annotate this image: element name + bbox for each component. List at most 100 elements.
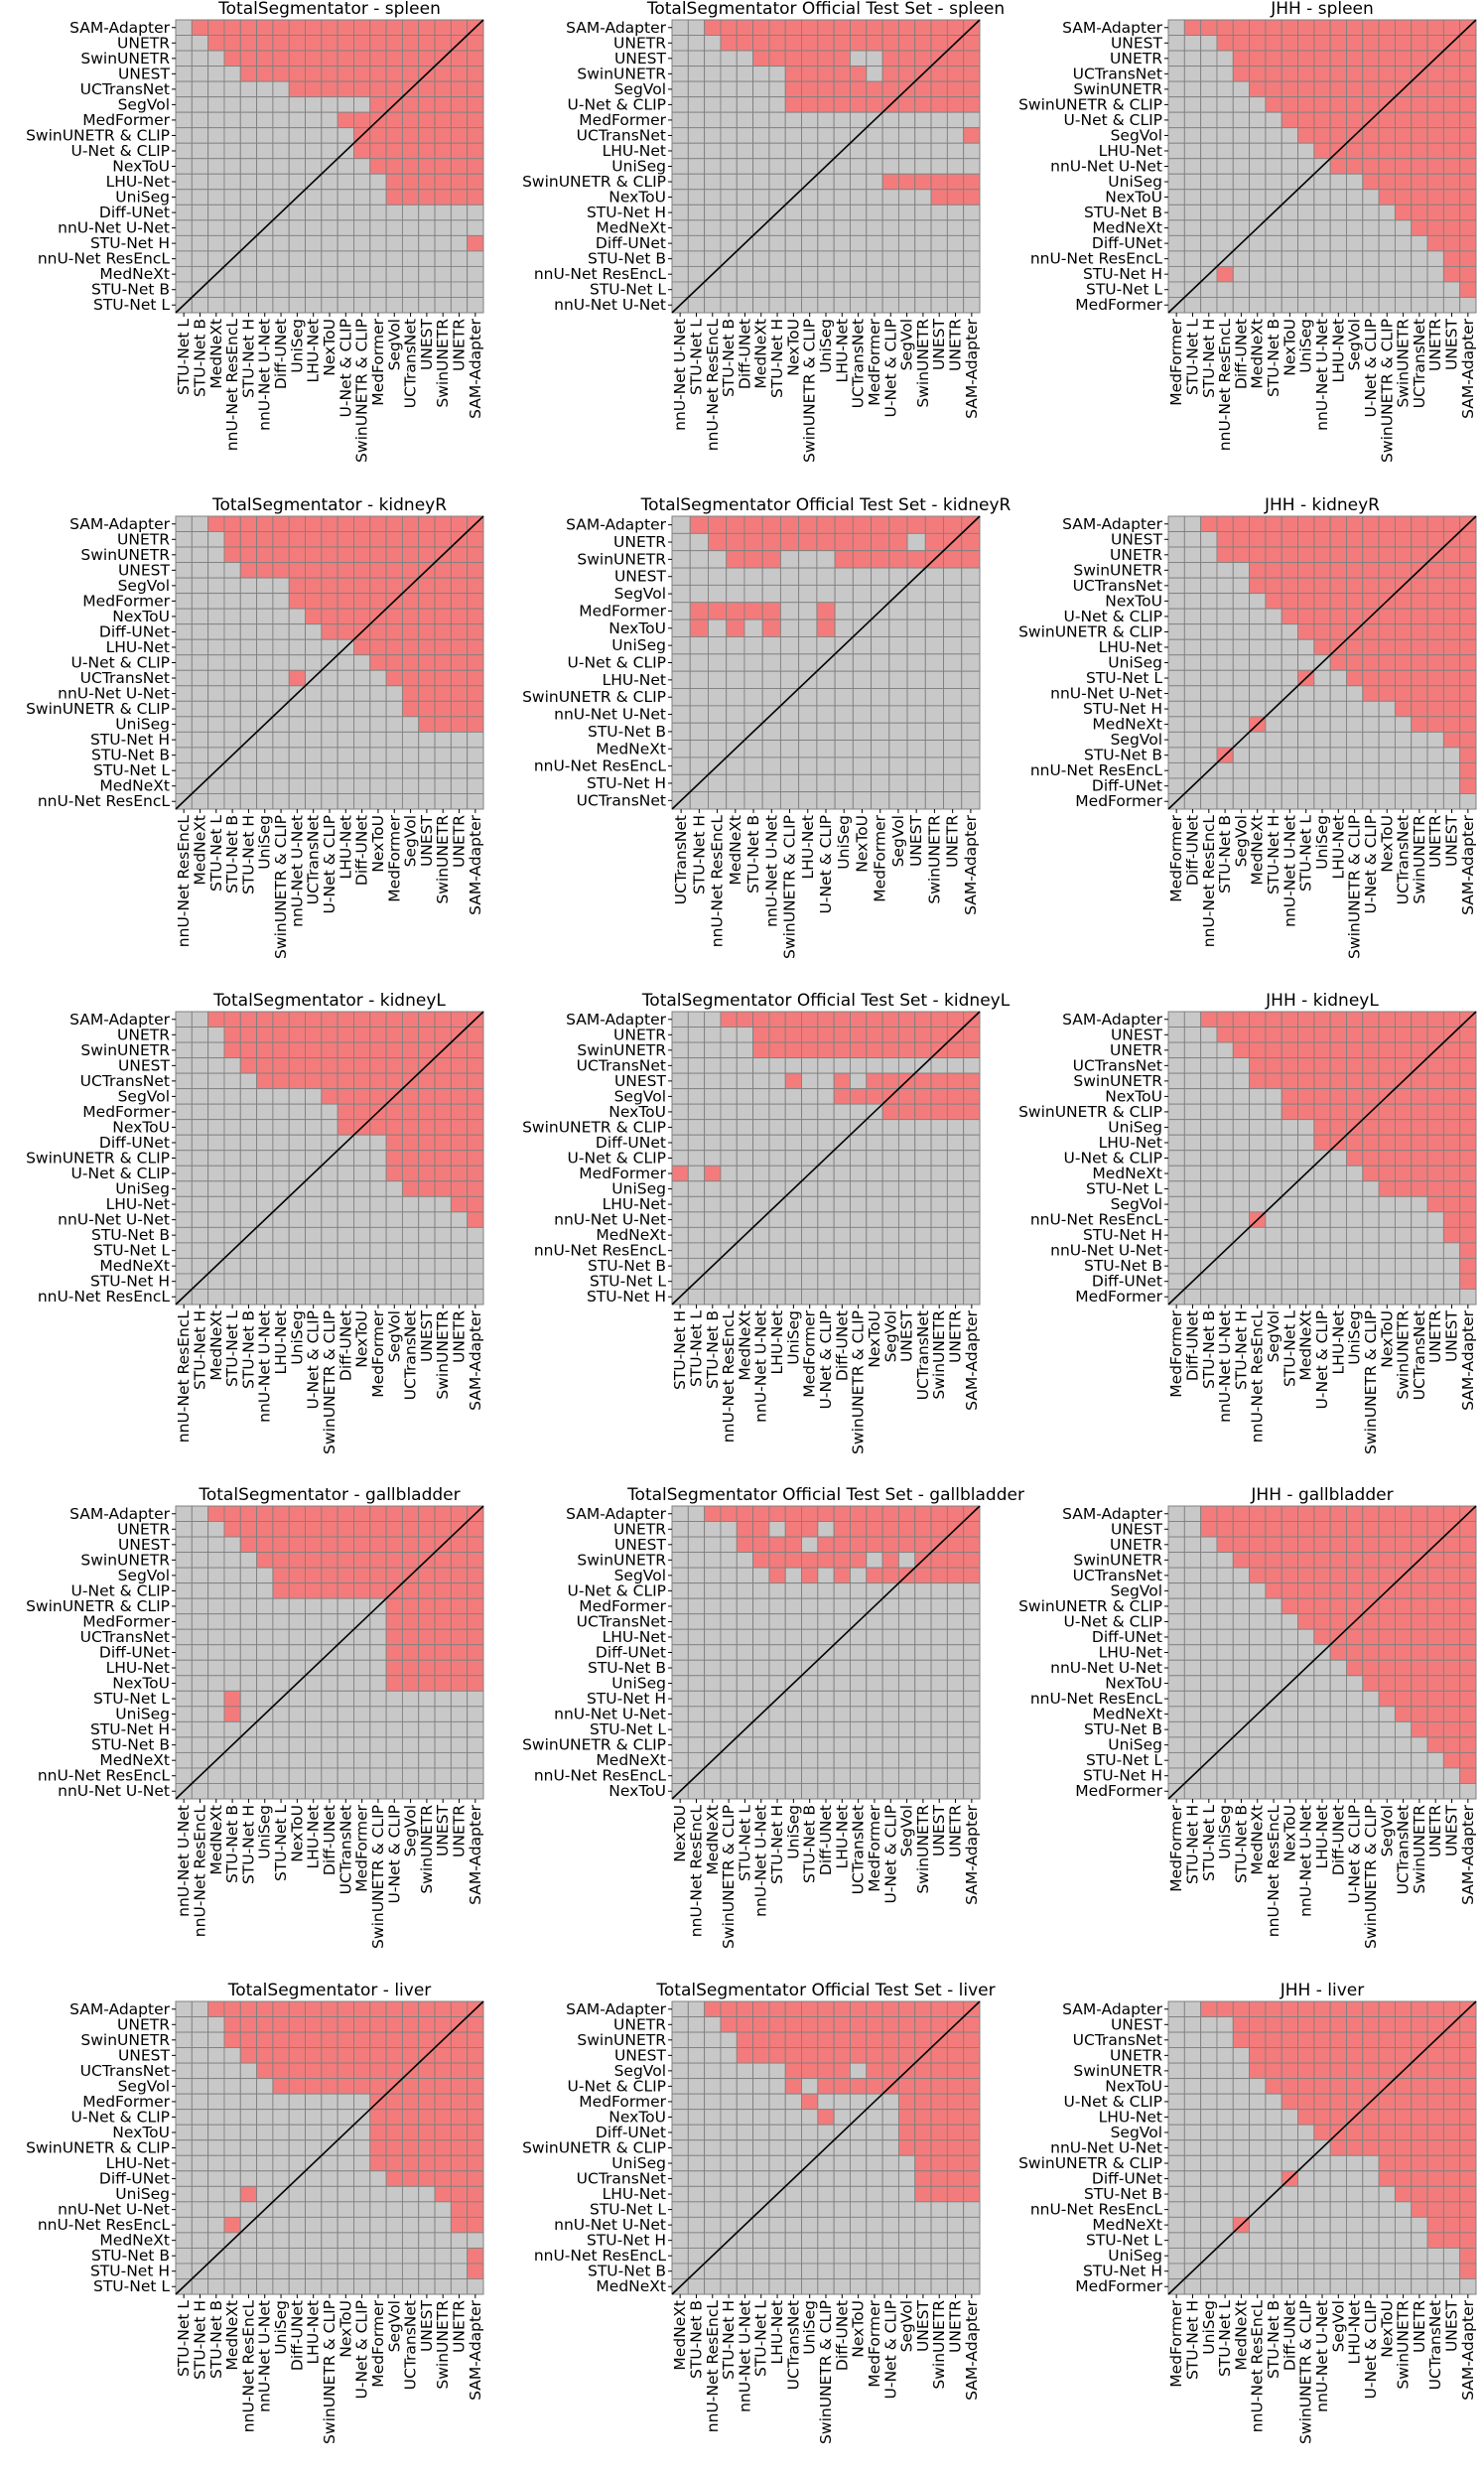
heatmap-cell [223,1150,241,1167]
heatmap-cell [817,1628,835,1646]
heatmap-cell-significant [1459,1567,1477,1584]
heatmap-cell [239,1165,258,1182]
heatmap-cell [1232,1582,1251,1599]
heatmap-cell [191,577,209,595]
heatmap-cell-significant [1313,111,1331,129]
x-tick-label: SwinUNETR & CLIP [1362,1310,1380,1454]
heatmap-cell [784,281,802,298]
heatmap-cell [418,1720,436,1738]
heatmap-cell [687,1644,706,1661]
heatmap-cell [897,1134,916,1152]
heatmap-cell [946,1211,965,1228]
heatmap-cell [256,80,274,98]
heatmap-cell-significant [1459,1613,1477,1630]
heatmap-cell [401,1211,420,1228]
heatmap-cell [175,219,193,236]
y-tick-label: nnU-Net ResEncL [38,792,171,810]
heatmap-cell [801,111,819,129]
heatmap-cell [191,1180,209,1197]
heatmap-cell-significant [1442,1552,1461,1569]
heatmap-cell [720,1088,738,1105]
heatmap-cell [401,297,420,314]
heatmap-cell [1346,281,1364,298]
heatmap-cell [1265,189,1282,206]
heatmap-cell-significant [1426,234,1444,252]
heatmap-cell [418,793,436,810]
heatmap-cell [288,793,306,810]
heatmap-cell [1216,127,1234,144]
heatmap-cell [434,1211,452,1228]
y-tick-label: UCTransNet [577,1056,666,1074]
heatmap-cell [961,722,981,742]
heatmap-cell [321,189,338,206]
heatmap-cell-significant [467,669,484,687]
heatmap-cell [897,1767,916,1784]
heatmap-cell [704,1242,722,1259]
heatmap-cell-significant [369,531,387,548]
x-tick-label: UNETR [1426,1310,1444,1363]
heatmap-cell [881,250,899,267]
heatmap-cell [1167,1027,1185,1043]
heatmap-cell [191,1567,209,1584]
heatmap-cell-significant [305,1041,323,1059]
heatmap-cell-significant [1459,1552,1477,1569]
heatmap-cell [671,1552,689,1569]
heatmap-cell [779,670,800,689]
heatmap-cell [191,1289,209,1305]
heatmap-cell [671,773,691,793]
heatmap-cell-significant [450,127,469,144]
x-tick-label: SwinUNETR [914,1805,932,1894]
heatmap-cell-significant [1426,685,1444,702]
heatmap-cell [1249,593,1267,610]
heatmap-cell [1329,1165,1347,1182]
heatmap-cell-significant [1442,1180,1461,1197]
x-tick-label: SegVol [881,1310,899,1362]
heatmap-cell [1362,747,1380,763]
y-tick-label: SwinUNETR [80,546,170,564]
heatmap-cell-significant [467,623,484,640]
heatmap-cell [850,1659,868,1677]
heatmap-cell [191,515,209,532]
heatmap-cell-significant [353,142,371,160]
heatmap-cell [175,1226,193,1244]
heatmap-cell [239,250,258,267]
heatmap-cell [223,173,241,191]
heatmap-cell-significant [930,1567,948,1584]
heatmap-cell-significant [337,577,354,595]
heatmap-cell [784,1720,802,1738]
heatmap-cell [337,1226,354,1244]
heatmap-cell-significant [337,623,354,640]
heatmap-cell [687,1180,706,1197]
y-tick-label: nnU-Net U-Net [1050,158,1162,176]
heatmap-cell [943,602,963,620]
heatmap-cell-significant [239,515,258,532]
heatmap-cell [897,1659,916,1677]
heatmap-cell [239,1088,258,1105]
heatmap-cells [1167,515,1477,810]
heatmap-cell [1167,669,1185,687]
heatmap-cell [1200,638,1218,656]
heatmap-cell-significant [1394,1644,1413,1661]
heatmap-cell [401,1273,420,1290]
heatmap-cell-significant [418,1134,436,1152]
heatmap-cell [1249,761,1267,779]
heatmap-cell [1167,19,1185,36]
heatmap-cell [671,1505,689,1522]
y-tick-label: SegVol [614,80,666,98]
x-tick-label: nnU-Net U-Net [1216,1310,1234,1423]
heatmap-cell [1200,66,1218,82]
heatmap-cell-significant [1411,1119,1428,1136]
heatmap-cell [817,1088,835,1105]
heatmap-cell [1265,281,1282,298]
heatmap-cell [239,1072,258,1090]
heatmap-cell [752,127,770,144]
heatmap-cell-significant [1459,685,1477,702]
heatmap-cell [687,1150,706,1167]
heatmap-cell [434,1226,452,1244]
heatmap-cell [256,1628,274,1646]
x-tick-label: SegVol [385,1310,403,1362]
heatmap-cell-significant [337,66,354,82]
heatmap-cell [418,265,436,283]
heatmap-cell [897,189,916,206]
heatmap-cell [866,127,883,144]
